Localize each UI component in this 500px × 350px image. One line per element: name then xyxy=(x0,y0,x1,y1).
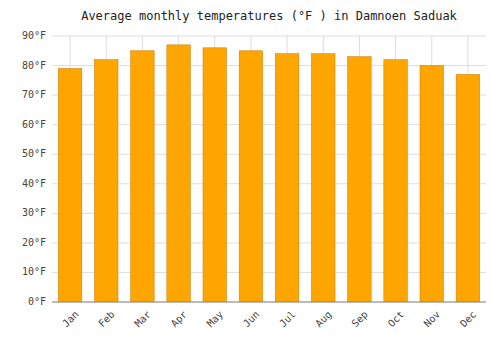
title: Average monthly temperatures (°F ) in Da… xyxy=(81,9,457,23)
bar xyxy=(58,69,82,302)
x-tick-label: Nov xyxy=(422,309,443,330)
bar xyxy=(420,66,444,302)
x-tick-label: Jan xyxy=(60,309,81,330)
y-grid-line xyxy=(52,36,486,37)
bar xyxy=(456,74,480,302)
y-grid-line xyxy=(52,302,486,303)
x-tick-label: Aug xyxy=(313,309,334,330)
bar xyxy=(348,57,372,302)
bar xyxy=(203,48,227,302)
x-tick-label: Apr xyxy=(169,309,190,330)
bar xyxy=(94,60,118,302)
bar xyxy=(311,54,335,302)
chart-svg: 0°F 10°F 20°F 30°F 40°F 50°F 60°F 70°F 80°F 90°F J… xyxy=(0,0,500,350)
y-tick-label: 10°F xyxy=(22,266,46,277)
bar xyxy=(239,51,263,302)
x-axis-line xyxy=(52,302,486,303)
y-tick-label: 70°F xyxy=(22,89,46,100)
x-tick-label: Mar xyxy=(132,309,153,330)
y-tick-label: 90°F xyxy=(22,30,46,41)
x-tick-label: Jul xyxy=(277,309,298,330)
x-tick-label: Dec xyxy=(458,309,479,330)
x-tick-label: Jun xyxy=(241,309,262,330)
bar xyxy=(131,51,155,302)
bar xyxy=(275,54,299,302)
bar xyxy=(384,60,408,302)
y-tick-label: 20°F xyxy=(22,237,46,248)
x-tick-label: Sep xyxy=(349,309,370,330)
y-tick-label: 50°F xyxy=(22,148,46,159)
y-tick-label: 80°F xyxy=(22,60,46,71)
bar xyxy=(167,45,191,302)
y-tick-label: 40°F xyxy=(22,178,46,189)
x-tick-label: Feb xyxy=(96,309,117,330)
chart-container: 0°F 10°F 20°F 30°F 40°F 50°F 60°F 70°F 80°F 90°F J… xyxy=(0,0,500,350)
y-tick-label: 60°F xyxy=(22,119,46,130)
bars xyxy=(58,45,479,302)
x-tick-label: Oct xyxy=(386,309,407,330)
y-tick-label: 0°F xyxy=(28,296,46,307)
y-tick-label: 30°F xyxy=(22,207,46,218)
x-tick-label: May xyxy=(205,309,226,330)
grid xyxy=(52,36,486,302)
